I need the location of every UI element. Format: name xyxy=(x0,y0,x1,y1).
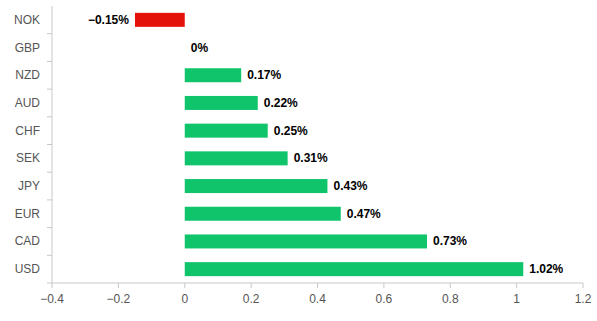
chart: NOK GBP NZD AUD CHF SEK JPY EUR CAD USD −0.4 −0.2 0 0… xyxy=(0,0,597,321)
x-tick-label: −0.2 xyxy=(107,292,131,306)
bar xyxy=(185,96,258,110)
x-tick xyxy=(317,283,318,288)
data-label: 0.43% xyxy=(333,179,367,193)
bar xyxy=(185,124,268,138)
x-tick-label: 0.8 xyxy=(442,292,459,306)
x-tick xyxy=(583,283,584,288)
bar xyxy=(185,262,524,276)
x-tick xyxy=(516,283,517,288)
x-tick-label: 1.2 xyxy=(575,292,592,306)
x-tick xyxy=(383,283,384,288)
x-tick xyxy=(184,283,185,288)
category-label: CHF xyxy=(15,124,40,138)
x-tick-label: 0 xyxy=(181,292,188,306)
category-label: GBP xyxy=(15,41,40,55)
y-tick xyxy=(47,116,52,117)
category-label: CAD xyxy=(15,234,41,248)
y-tick xyxy=(47,172,52,173)
category-label: USD xyxy=(15,262,41,276)
data-label: 1.02% xyxy=(529,262,563,276)
bar xyxy=(135,13,185,27)
data-label: 0.31% xyxy=(294,151,328,165)
x-tick xyxy=(52,283,53,288)
data-label: 0.22% xyxy=(264,96,298,110)
data-label: 0.17% xyxy=(247,68,281,82)
data-label: 0.25% xyxy=(274,124,308,138)
bar xyxy=(185,179,328,193)
bar xyxy=(185,68,241,82)
x-tick-label: 0.2 xyxy=(243,292,260,306)
y-tick xyxy=(47,255,52,256)
category-label: EUR xyxy=(15,207,41,221)
x-tick-label: 0.4 xyxy=(309,292,326,306)
x-tick-label: 1 xyxy=(513,292,520,306)
category-label: NZD xyxy=(15,68,40,82)
category-label: AUD xyxy=(15,96,41,110)
y-tick xyxy=(47,144,52,145)
category-label: JPY xyxy=(18,179,40,193)
bar xyxy=(185,207,341,221)
x-tick-label: 0.6 xyxy=(376,292,393,306)
y-tick xyxy=(47,89,52,90)
y-tick xyxy=(47,283,52,284)
bars xyxy=(135,13,523,276)
y-tick xyxy=(47,33,52,34)
data-label: 0.73% xyxy=(433,234,467,248)
bar xyxy=(185,151,288,165)
x-tick xyxy=(251,283,252,288)
bar xyxy=(184,41,185,55)
data-label: 0% xyxy=(191,41,209,55)
x-tick xyxy=(118,283,119,288)
y-tick xyxy=(47,199,52,200)
data-label: −0.15% xyxy=(88,13,129,27)
x-tick-label: −0.4 xyxy=(40,292,64,306)
data-label: 0.47% xyxy=(347,207,381,221)
y-tick xyxy=(47,227,52,228)
x-tick xyxy=(450,283,451,288)
category-label: SEK xyxy=(16,151,40,165)
bar xyxy=(185,234,427,248)
y-tick xyxy=(47,61,52,62)
category-label: NOK xyxy=(14,13,40,27)
